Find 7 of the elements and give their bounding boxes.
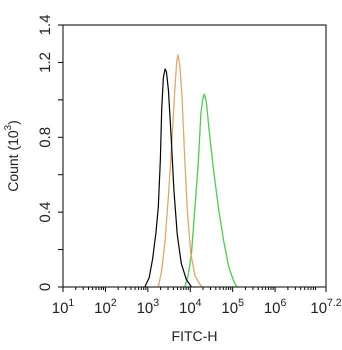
- y-tick-label: 1.4: [37, 14, 54, 36]
- y-tick-label: 0: [37, 282, 54, 292]
- y-tick-label: 0.8: [37, 126, 54, 148]
- y-tick-label: 0.4: [37, 202, 54, 223]
- x-axis-title: FITC-H: [172, 328, 218, 344]
- y-tick-label: 1.2: [37, 52, 54, 73]
- y-axis-title: Count (103): [3, 120, 21, 192]
